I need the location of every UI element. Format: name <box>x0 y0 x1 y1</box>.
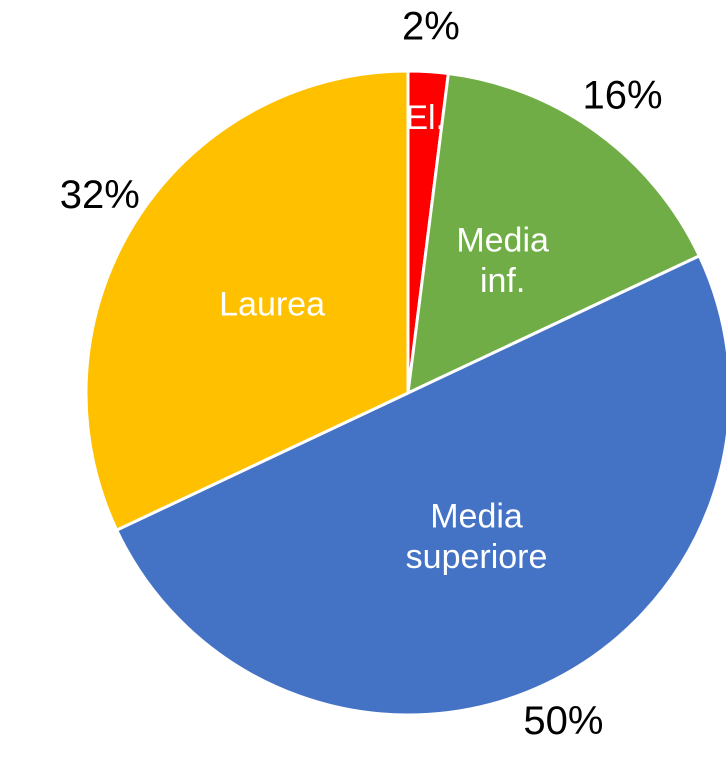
data-label: 2% <box>402 4 460 48</box>
slice-label-line: inf. <box>480 262 525 300</box>
pie-slice <box>406 71 702 396</box>
slice-label: Media inf. <box>456 221 549 300</box>
data-label: 16% <box>583 73 663 117</box>
slice-label-line: Media <box>456 221 549 259</box>
pie-slice <box>114 253 726 717</box>
slice-label-line: superiore <box>406 538 548 576</box>
slice-label-line: Media <box>430 497 523 535</box>
slice-label: Laurea <box>219 286 325 324</box>
slice-label: Media superiore <box>406 497 548 576</box>
data-label: 32% <box>60 173 140 217</box>
data-label: 50% <box>523 699 603 743</box>
slice-label: El. <box>405 99 445 137</box>
pie-slice <box>84 69 410 533</box>
